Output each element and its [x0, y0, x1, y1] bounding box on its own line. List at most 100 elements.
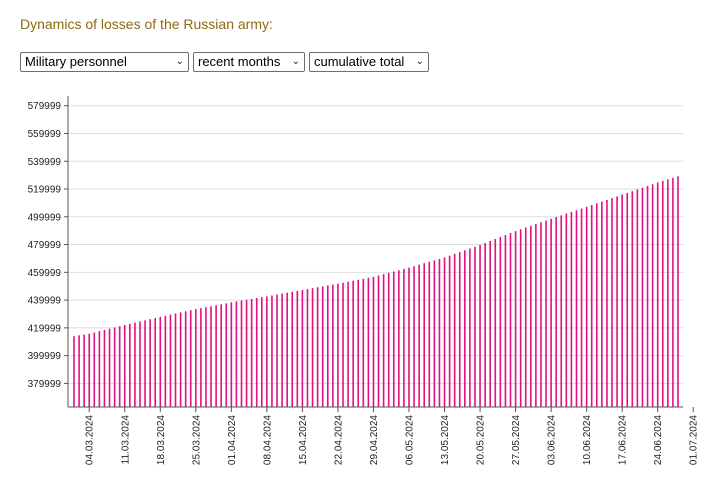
x-tick-label: 27.05.2024: [511, 415, 522, 465]
bar: [296, 290, 299, 407]
bar: [255, 298, 258, 407]
bar: [418, 264, 420, 407]
bar: [641, 187, 644, 407]
x-tick-label: 24.06.2024: [653, 415, 664, 465]
bar: [159, 316, 162, 407]
bar: [200, 308, 202, 407]
bar: [519, 229, 522, 407]
bar: [479, 244, 481, 407]
bar: [169, 314, 172, 407]
chevron-down-icon: ⌄: [415, 56, 424, 67]
bar: [245, 299, 248, 407]
bar: [326, 285, 329, 407]
period-select[interactable]: recent months ⌄: [193, 52, 305, 72]
bar: [235, 301, 238, 407]
bar: [469, 248, 471, 407]
bar: [575, 210, 578, 407]
bar: [398, 270, 400, 407]
bar: [108, 328, 111, 407]
category-select[interactable]: Military personnel ⌄: [20, 52, 189, 72]
chevron-down-icon: ⌄: [175, 56, 184, 67]
bar: [382, 274, 385, 407]
bar: [78, 335, 80, 407]
bar: [590, 205, 593, 407]
bar: [580, 208, 583, 407]
bar: [342, 282, 344, 407]
mode-select[interactable]: cumulative total ⌄: [309, 52, 429, 72]
bar: [514, 231, 517, 407]
bar: [611, 198, 613, 407]
bar: [316, 287, 319, 407]
y-tick-label: 379999: [28, 379, 62, 390]
bar: [423, 263, 426, 407]
bar: [585, 206, 588, 407]
bar: [195, 309, 197, 407]
bar: [464, 250, 466, 407]
x-tick-label: 10.06.2024: [582, 415, 593, 465]
bar: [494, 239, 497, 407]
y-tick-label: 439999: [28, 296, 62, 307]
bar: [321, 286, 324, 407]
bar: [225, 303, 228, 407]
x-tick-label: 01.04.2024: [227, 415, 238, 465]
bar: [220, 304, 222, 407]
bar: [230, 302, 233, 407]
bar: [550, 218, 552, 407]
bar: [677, 176, 679, 407]
bar: [484, 242, 486, 407]
x-tick-label: 04.03.2024: [85, 415, 96, 465]
bar: [291, 291, 294, 407]
bar: [540, 222, 542, 407]
bars: [73, 176, 679, 407]
bar: [392, 271, 395, 407]
bar: [656, 182, 659, 407]
x-tick-label: 22.04.2024: [333, 415, 344, 465]
x-tick-label: 13.05.2024: [440, 415, 451, 465]
bar: [281, 293, 283, 407]
bar: [210, 306, 212, 407]
bar: [535, 224, 537, 407]
bar: [164, 315, 167, 407]
bar: [352, 280, 354, 407]
filter-controls: Military personnel ⌄ recent months ⌄ cum…: [20, 52, 429, 72]
bar: [306, 289, 309, 407]
page-title: Dynamics of losses of the Russian army:: [20, 16, 273, 32]
bar: [83, 334, 85, 407]
bar: [261, 297, 263, 407]
period-select-value: recent months: [198, 54, 281, 69]
bar: [154, 318, 157, 407]
bar: [408, 267, 410, 407]
bar: [458, 252, 461, 407]
bar: [387, 272, 390, 407]
bar: [372, 276, 375, 407]
bar: [646, 185, 649, 407]
bar: [606, 199, 608, 407]
bar: [377, 275, 380, 407]
bar: [123, 324, 126, 407]
bar: [595, 203, 598, 407]
bar: [347, 281, 349, 407]
bar: [560, 215, 563, 407]
bar: [144, 320, 146, 407]
bar: [555, 217, 557, 407]
bar: [286, 292, 288, 407]
bar: [139, 321, 141, 407]
y-tick-label: 539999: [28, 157, 62, 168]
bar: [301, 289, 304, 407]
bar: [565, 213, 568, 407]
bar: [443, 257, 446, 407]
bar: [73, 336, 75, 407]
bar: [250, 298, 253, 407]
x-tick-label: 17.06.2024: [618, 415, 629, 465]
bar: [438, 258, 441, 407]
y-tick-label: 499999: [28, 212, 62, 223]
y-tick-labels: 379999 399999 419999 439999 459999 479999 4999…: [28, 101, 62, 390]
bar: [118, 326, 121, 407]
bar: [367, 277, 370, 407]
y-tick-label: 519999: [28, 185, 62, 196]
bar: [134, 322, 136, 407]
bar: [616, 196, 618, 407]
bar: [149, 319, 151, 407]
bar: [667, 179, 669, 407]
bar: [276, 294, 278, 407]
